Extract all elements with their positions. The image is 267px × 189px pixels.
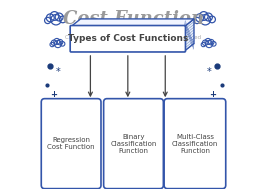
Text: *: * [56, 67, 60, 77]
Text: Types of Cost Functions: Types of Cost Functions [68, 34, 188, 43]
Text: +: + [209, 90, 216, 99]
Text: Cost Function: Cost Function [63, 10, 204, 28]
Text: *: * [60, 109, 64, 118]
FancyBboxPatch shape [70, 26, 186, 52]
Text: +: + [51, 90, 58, 99]
Text: Binary
Classification
Function: Binary Classification Function [110, 134, 157, 154]
Polygon shape [71, 19, 194, 26]
FancyBboxPatch shape [41, 99, 101, 189]
Polygon shape [184, 19, 194, 51]
Text: Regression
Cost Function: Regression Cost Function [47, 137, 95, 150]
Text: Multi-Class
Classification
Function: Multi-Class Classification Function [172, 134, 218, 154]
FancyBboxPatch shape [104, 99, 163, 189]
Text: *: * [203, 109, 207, 118]
FancyBboxPatch shape [164, 99, 226, 189]
Text: Cost Function & Loss Function - Actual - Predicted: Cost Function & Loss Function - Actual -… [65, 35, 202, 40]
Text: *: * [207, 67, 211, 77]
